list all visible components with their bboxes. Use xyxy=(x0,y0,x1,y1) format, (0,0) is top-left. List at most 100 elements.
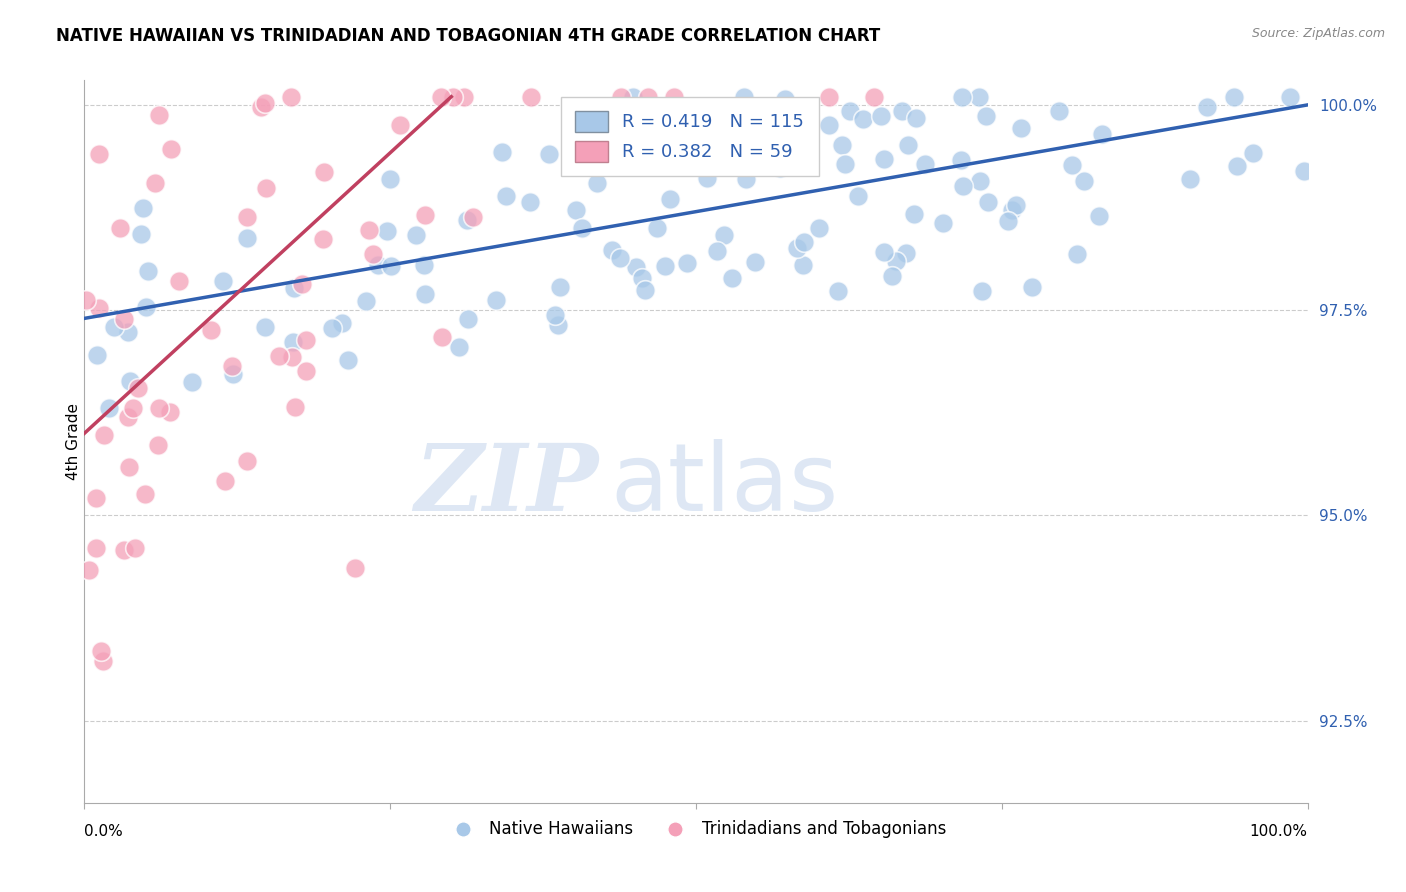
Point xyxy=(447,340,470,354)
Point xyxy=(827,284,849,298)
Point xyxy=(599,108,621,122)
Point xyxy=(146,438,169,452)
Point xyxy=(122,401,145,415)
Point xyxy=(132,201,155,215)
Point xyxy=(733,89,755,103)
Point xyxy=(631,271,654,285)
Point xyxy=(295,364,318,378)
Point xyxy=(520,89,543,103)
Point xyxy=(852,112,875,126)
Point xyxy=(834,157,856,171)
Point xyxy=(1178,171,1201,186)
Point xyxy=(905,112,928,126)
Point xyxy=(321,321,343,335)
Point xyxy=(413,258,436,272)
Point xyxy=(236,454,259,468)
Point xyxy=(897,138,920,153)
Point xyxy=(744,255,766,269)
Point xyxy=(1047,104,1070,119)
Point xyxy=(932,216,955,230)
Point xyxy=(495,188,517,202)
Point xyxy=(1195,100,1218,114)
Point xyxy=(846,189,869,203)
Point xyxy=(413,286,436,301)
Point xyxy=(361,247,384,261)
Point xyxy=(283,334,305,349)
Point xyxy=(294,333,316,347)
Point xyxy=(405,228,427,243)
Point xyxy=(610,89,633,103)
Point xyxy=(253,320,276,334)
Point xyxy=(87,301,110,315)
Point xyxy=(250,100,273,114)
Point xyxy=(711,113,734,128)
Point xyxy=(134,487,156,501)
Point xyxy=(537,147,560,161)
Point xyxy=(415,209,437,223)
Point xyxy=(890,103,912,118)
Point xyxy=(200,323,222,337)
Point xyxy=(880,268,903,283)
Point xyxy=(1222,89,1244,103)
Point xyxy=(612,114,634,128)
Point xyxy=(818,118,841,132)
Point xyxy=(664,89,686,103)
Point xyxy=(221,359,243,374)
Point xyxy=(354,293,377,308)
Point xyxy=(696,170,718,185)
Point xyxy=(236,210,259,224)
Point xyxy=(713,227,735,242)
Point xyxy=(637,89,659,103)
Point xyxy=(997,214,1019,228)
Point xyxy=(1241,146,1264,161)
Point xyxy=(704,153,727,168)
Point xyxy=(281,350,304,364)
Point xyxy=(120,374,142,388)
Point xyxy=(127,381,149,395)
Text: 100.0%: 100.0% xyxy=(1250,824,1308,839)
Point xyxy=(1060,157,1083,171)
Point xyxy=(734,172,756,186)
Point xyxy=(950,89,973,103)
Point xyxy=(969,174,991,188)
Point xyxy=(389,118,412,132)
Point xyxy=(280,90,302,104)
Point xyxy=(75,293,97,308)
Point xyxy=(90,643,112,657)
Point xyxy=(1073,174,1095,188)
Point xyxy=(485,293,508,307)
Point xyxy=(792,258,814,272)
Text: Source: ZipAtlas.com: Source: ZipAtlas.com xyxy=(1251,27,1385,40)
Point xyxy=(1294,163,1316,178)
Point xyxy=(214,474,236,488)
Point xyxy=(676,256,699,270)
Point xyxy=(212,274,235,288)
Point xyxy=(548,279,571,293)
Point xyxy=(344,561,367,575)
Point xyxy=(873,245,896,260)
Point xyxy=(330,316,353,330)
Point xyxy=(720,271,742,285)
Point xyxy=(952,179,974,194)
Point xyxy=(873,152,896,166)
Point xyxy=(93,427,115,442)
Point xyxy=(519,195,541,210)
Text: atlas: atlas xyxy=(610,439,838,531)
Point xyxy=(359,223,381,237)
Point xyxy=(311,232,333,246)
Point xyxy=(117,409,139,424)
Point xyxy=(135,300,157,314)
Point xyxy=(839,103,862,118)
Point xyxy=(1005,198,1028,212)
Point xyxy=(108,220,131,235)
Point xyxy=(430,89,453,103)
Point xyxy=(884,254,907,268)
Text: 0.0%: 0.0% xyxy=(84,824,124,839)
Point xyxy=(544,308,567,322)
Point xyxy=(84,541,107,555)
Point xyxy=(624,260,647,275)
Y-axis label: 4th Grade: 4th Grade xyxy=(66,403,80,480)
Point xyxy=(167,274,190,288)
Point xyxy=(831,138,853,153)
Point xyxy=(86,491,108,505)
